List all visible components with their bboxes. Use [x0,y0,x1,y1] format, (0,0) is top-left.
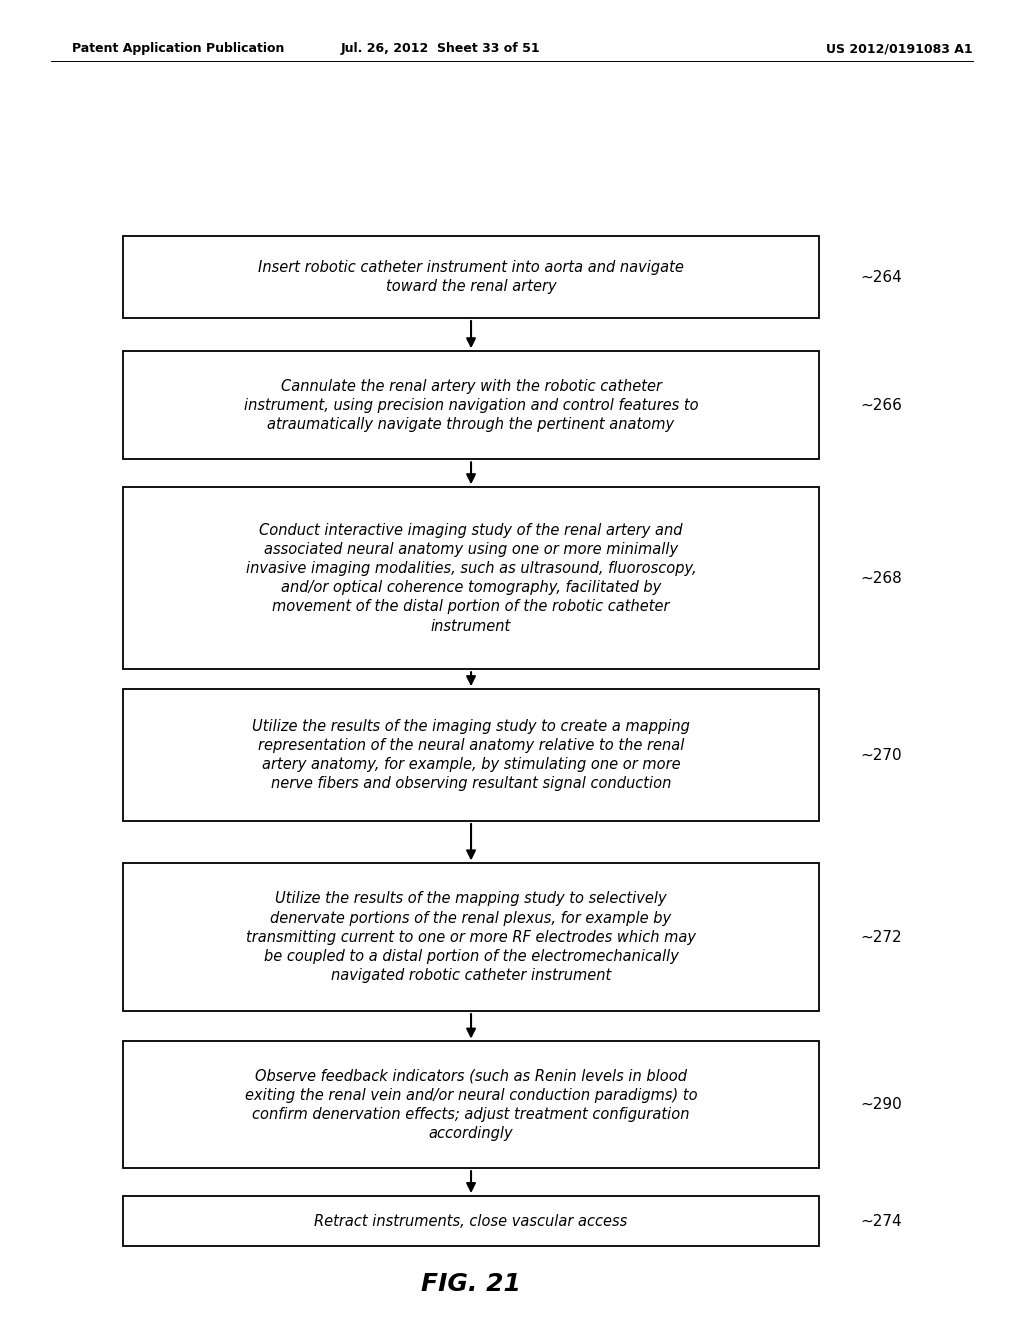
Bar [123,487,819,669]
Text: ~272: ~272 [860,929,902,945]
Text: ~266: ~266 [860,397,902,413]
Text: ~268: ~268 [860,570,902,586]
Text: Utilize the results of the imaging study to create a mapping
representation of t: Utilize the results of the imaging study… [252,718,690,791]
Text: Observe feedback indicators (such as Renin levels in blood
exiting the renal vei: Observe feedback indicators (such as Ren… [245,1069,697,1140]
Bar [123,689,819,821]
Text: ~274: ~274 [860,1213,902,1229]
Text: US 2012/0191083 A1: US 2012/0191083 A1 [826,42,973,55]
Text: Retract instruments, close vascular access: Retract instruments, close vascular acce… [314,1213,628,1229]
Text: Jul. 26, 2012  Sheet 33 of 51: Jul. 26, 2012 Sheet 33 of 51 [341,42,540,55]
Bar [123,236,819,318]
Text: Cannulate the renal artery with the robotic catheter
instrument, using precision: Cannulate the renal artery with the robo… [244,379,698,432]
Text: FIG. 21: FIG. 21 [421,1272,521,1296]
Bar [123,863,819,1011]
Bar [123,1196,819,1246]
Text: Utilize the results of the mapping study to selectively
denervate portions of th: Utilize the results of the mapping study… [246,891,696,983]
Text: ~290: ~290 [860,1097,902,1113]
Text: Patent Application Publication: Patent Application Publication [72,42,284,55]
Text: ~270: ~270 [860,747,902,763]
Bar [123,1041,819,1168]
Text: Insert robotic catheter instrument into aorta and navigate
toward the renal arte: Insert robotic catheter instrument into … [258,260,684,294]
Text: ~264: ~264 [860,269,902,285]
Bar [123,351,819,459]
Text: Conduct interactive imaging study of the renal artery and
associated neural anat: Conduct interactive imaging study of the… [246,523,696,634]
